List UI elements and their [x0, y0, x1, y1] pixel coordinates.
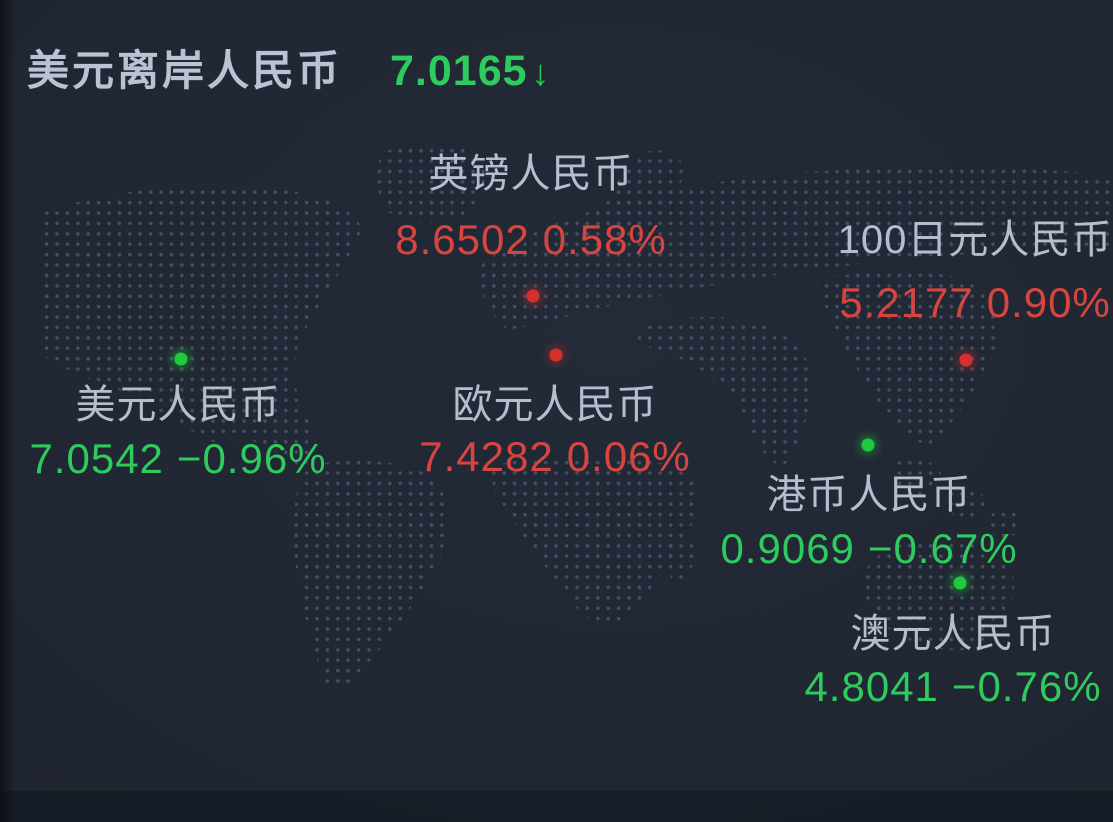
marker-eur-cny — [549, 348, 563, 362]
header-pair-label[interactable]: 美元离岸人民币 — [27, 47, 343, 94]
quote-value: 0.9069 — [720, 525, 855, 572]
quote-value: 8.6502 — [395, 216, 530, 263]
quote-value-line: 7.0542 −0.96% — [29, 433, 326, 485]
quote-value-line: 7.4282 0.06% — [419, 431, 691, 483]
quote-change: 0.06% — [566, 433, 691, 480]
quote-change: −0.96% — [176, 435, 327, 482]
quote-value-line: 0.9069 −0.67% — [720, 523, 1017, 575]
quote-value: 7.0542 — [29, 435, 164, 482]
quote-change: −0.76% — [951, 663, 1102, 710]
quote-value: 5.2177 — [839, 279, 974, 326]
quote-pair-label: 美元人民币 — [75, 383, 281, 427]
quote-jpy-cny[interactable]: 100日元人民币 5.2177 0.90% — [838, 214, 1113, 329]
quote-aud-cny[interactable]: 澳元人民币 4.8041 −0.76% — [804, 608, 1101, 713]
marker-hkd-cny — [861, 438, 875, 452]
quote-pair-label: 港币人民币 — [766, 473, 972, 517]
marker-jpy-cny — [959, 353, 973, 367]
quote-change: 0.90% — [986, 279, 1111, 326]
quote-value-line: 5.2177 0.90% — [838, 277, 1113, 329]
quote-value-line: 8.6502 0.58% — [395, 214, 667, 266]
quote-hkd-cny[interactable]: 港币人民币 0.9069 −0.67% — [720, 469, 1017, 575]
marker-gbp-cny — [526, 289, 540, 303]
quote-eur-cny[interactable]: 欧元人民币 7.4282 0.06% — [419, 379, 691, 483]
quote-value: 4.8041 — [804, 663, 939, 710]
quote-pair-label: 澳元人民币 — [850, 612, 1056, 656]
quote-pair-label: 英镑人民币 — [428, 152, 634, 196]
quote-value-line: 4.8041 −0.76% — [804, 661, 1101, 713]
quote-change: −0.67% — [867, 525, 1018, 572]
quote-usd-cny[interactable]: 美元人民币 7.0542 −0.96% — [29, 379, 326, 485]
marker-usd-cny — [174, 352, 188, 366]
quote-pair-label: 欧元人民币 — [452, 383, 658, 427]
header-value-text: 7.0165 — [390, 47, 528, 95]
quote-change: 0.58% — [542, 216, 667, 263]
quote-gbp-cny[interactable]: 英镑人民币 8.6502 0.58% — [395, 148, 667, 266]
quote-pair-label: 100日元人民币 — [837, 218, 1113, 262]
down-arrow-icon: ↓ — [531, 52, 551, 93]
marker-aud-cny — [953, 576, 967, 590]
header-pair-value[interactable]: 7.0165 ↓ — [390, 46, 551, 98]
quote-value: 7.4282 — [419, 433, 554, 480]
